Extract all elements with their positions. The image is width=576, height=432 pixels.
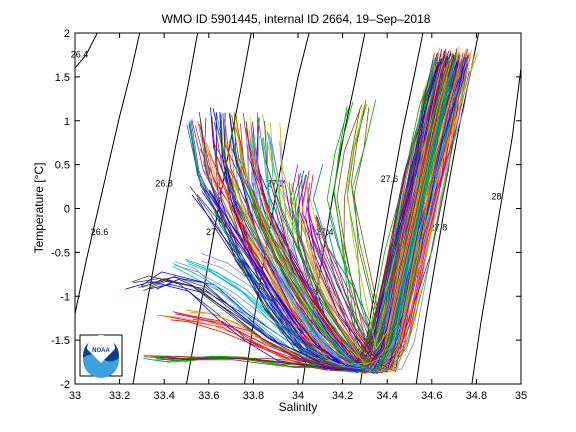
density-contour-1 <box>75 33 141 314</box>
x-tick-label-2: 33.4 <box>153 390 174 402</box>
density-contour-2 <box>132 33 199 384</box>
density-contour-label-5: 27.4 <box>316 227 334 237</box>
x-tick-label-5: 34 <box>292 390 304 402</box>
y-tick-label-3: -0.5 <box>51 247 70 259</box>
density-contour-labels: 26.4 26.6 26.8 27 27.2 27.4 27.6 27.8 28 <box>71 50 502 237</box>
density-contour-label-0: 26.4 <box>71 50 89 60</box>
x-tick-label-10: 35 <box>515 390 527 402</box>
y-tick-label-8: 2 <box>64 28 70 40</box>
density-contour-8 <box>471 68 521 384</box>
y-tick-label-5: 0.5 <box>55 160 70 172</box>
density-contour-label-2: 26.8 <box>155 179 173 189</box>
profile-line-161 <box>262 53 476 372</box>
y-tick-labels: -2 -1.5 -1 -0.5 0 0.5 1 1.5 2 <box>51 28 70 391</box>
profile-line-162 <box>198 53 435 367</box>
y-tick-label-1: -1.5 <box>51 335 70 347</box>
y-tick-label-7: 1.5 <box>55 72 70 84</box>
series-line-13 <box>346 59 453 351</box>
series-line-16 <box>302 76 448 366</box>
x-tick-label-8: 34.6 <box>421 390 442 402</box>
series-line-14 <box>230 53 457 372</box>
density-contour-label-8: 28 <box>491 192 501 202</box>
y-tick-label-4: 0 <box>64 204 70 216</box>
y-tick-label-6: 1 <box>64 116 70 128</box>
density-contour-label-1: 26.6 <box>91 227 109 237</box>
chart-title: WMO ID 5901445, internal ID 2664, 19–Sep… <box>162 12 431 26</box>
x-tick-label-3: 33.6 <box>198 390 219 402</box>
y-tick-label-0: -2 <box>60 379 70 391</box>
density-contour-label-7: 27.8 <box>430 222 448 232</box>
profile-line-21 <box>279 67 470 370</box>
series-line-4 <box>197 72 451 371</box>
y-tick-label-2: -1 <box>60 291 70 303</box>
profile-series <box>125 46 479 375</box>
y-axis-label: Temperature [°C] <box>32 163 46 254</box>
x-tick-label-7: 34.4 <box>376 390 397 402</box>
profile-line-167 <box>298 54 461 369</box>
series-line-15 <box>186 59 455 371</box>
density-contour-label-6: 27.6 <box>381 174 399 184</box>
density-contour-0 <box>75 33 98 69</box>
x-tick-label-6: 34.2 <box>332 390 353 402</box>
noaa-logo: NOAA <box>79 334 123 378</box>
profile-line-159 <box>172 60 436 374</box>
density-contour-6 <box>359 33 424 384</box>
x-tick-label-0: 33 <box>69 390 81 402</box>
plot-frame <box>74 32 522 385</box>
x-axis-label: Salinity <box>279 400 318 414</box>
noaa-logo-wordmark: NOAA <box>92 348 110 354</box>
x-tick-labels: 33 33.2 33.4 33.6 33.8 34 34.2 34.4 34.6 34.8 35 <box>69 390 527 402</box>
x-tick-label-9: 34.8 <box>466 390 487 402</box>
x-tick-label-1: 33.2 <box>109 390 130 402</box>
density-contour-label-4: 27.2 <box>267 179 285 189</box>
noaa-logo-gull <box>87 335 115 363</box>
profile-line-132 <box>125 66 438 373</box>
series-line-17 <box>248 52 457 371</box>
x-tick-label-4: 33.8 <box>243 390 264 402</box>
density-contour-label-3: 27 <box>206 227 216 237</box>
noaa-logo-wave <box>83 354 119 378</box>
